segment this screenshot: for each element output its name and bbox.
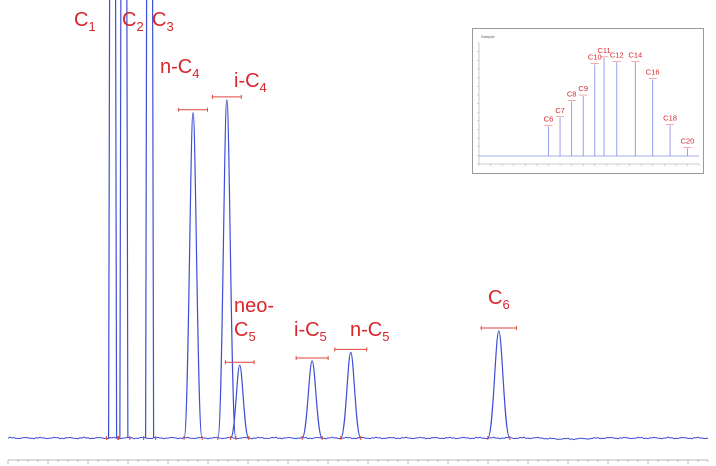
peak-label-base: C [152,9,167,31]
peak-label-subscript: 5 [248,329,256,344]
inset-peak-label: C6 [544,115,554,124]
peak-label-base: n-C [160,56,193,78]
peak-label-base: C [488,287,503,309]
inset-peak-label: C16 [646,68,660,77]
peak-trace [119,0,129,439]
peak-label: C3 [152,10,174,37]
peak-label: C1 [74,10,96,37]
peak-label-subscript: 2 [136,19,144,34]
peak-label: n-C4 [160,57,199,84]
peak-label: n-C5 [350,320,389,347]
peak-label-prefix: neo- [234,295,275,317]
peak-label-base: i-C [294,319,320,341]
peak-label-base: C [74,9,89,31]
peak-label-base: n-C [350,319,383,341]
peak-trace [107,0,118,439]
baseline-trace [7,436,709,441]
peak-trace [487,330,511,439]
inset-peak-label: C11 [597,46,610,55]
peak-trace [301,360,323,439]
peak-trace [340,351,362,439]
peak-label: neo- C5 [234,296,274,347]
peak-label-subscript: 5 [382,329,390,344]
peak-label-subscript: 5 [319,329,327,344]
peak-trace [217,99,237,439]
inset-peak-label: C12 [610,50,624,59]
inset-peak-label: C18 [663,113,677,122]
peak-label-subscript: 1 [88,19,96,34]
peak-label: i-C4 [234,71,267,98]
inset-peak-label: C10 [588,52,602,61]
peak-label-line: C5 [234,320,274,347]
inset-peak-label: C20 [681,136,695,145]
peak-label-subscript: 3 [166,19,174,34]
peak-label-base: i-C [234,70,260,92]
peak-label: i-C5 [294,320,327,347]
peak-label: C2 [122,10,144,37]
inset-peak-label: C9 [578,84,588,93]
peak-label-subscript: 4 [259,80,267,95]
peak-label-base: C [234,319,249,341]
peak-trace [183,112,203,439]
inset-title: Sample [481,34,495,39]
inset-peak-label: C8 [567,90,577,99]
peak-label: C6 [488,288,510,315]
peak-label-subscript: 4 [192,66,200,81]
peak-trace [145,0,155,439]
inset-chromatogram: Sample C6 C7 C8 C9 C10 C11 C12 C14 C16 C18 C20 [472,28,704,174]
peak-label-subscript: 6 [502,297,510,312]
peak-label-base: C [122,9,137,31]
peak-trace [230,364,250,439]
inset-peak-label: C7 [555,106,565,115]
inset-peak-label: C14 [628,50,642,59]
